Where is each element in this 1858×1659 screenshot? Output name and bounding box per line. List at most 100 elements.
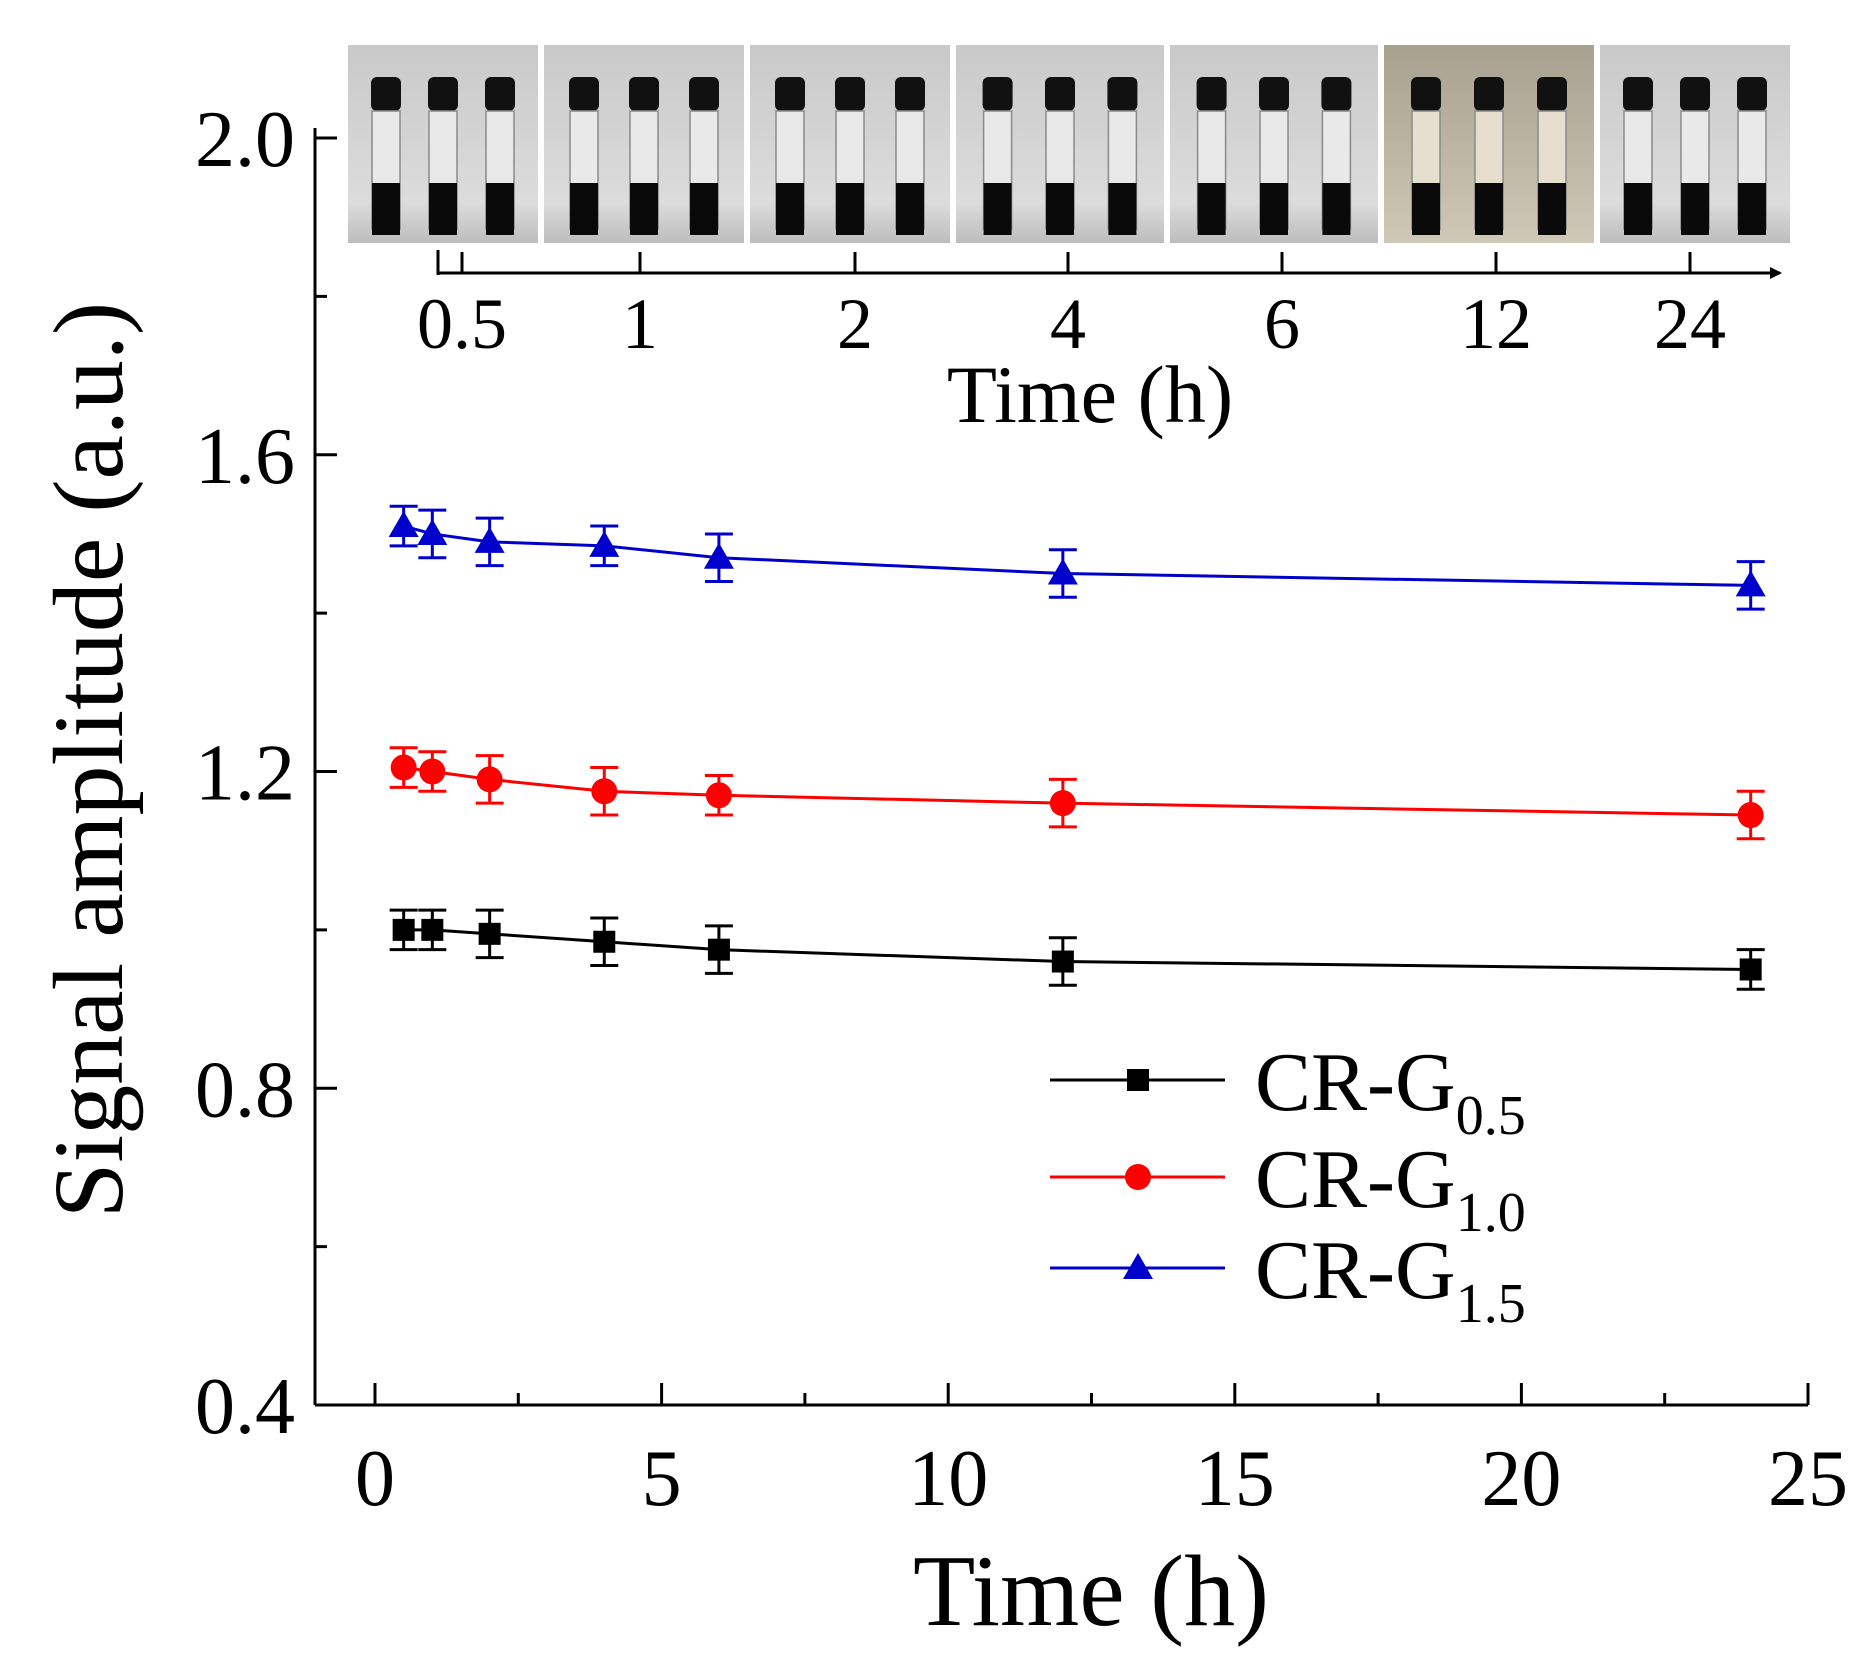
vial-cap	[1321, 77, 1352, 111]
data-point	[707, 938, 730, 961]
vial-liquid	[1260, 183, 1288, 235]
data-point	[1737, 802, 1764, 829]
data-point	[705, 782, 732, 809]
vial-photo	[348, 45, 538, 243]
data-point	[417, 518, 448, 545]
inset-tick-label: 1	[622, 284, 658, 364]
data-point	[392, 918, 415, 941]
legend-label-subscript: 0.5	[1456, 1085, 1526, 1147]
y-tick-label: 1.6	[195, 413, 295, 501]
data-point	[388, 511, 419, 538]
vial-photo	[750, 45, 950, 243]
legend-marker	[1127, 1069, 1149, 1091]
plot-series	[388, 504, 1766, 991]
vial-cap	[1259, 77, 1289, 111]
vial-liquid	[776, 183, 804, 235]
legend-label: CR-G0.5	[1255, 1036, 1526, 1147]
vial-cap	[1196, 77, 1227, 111]
vial-cap	[1045, 77, 1075, 111]
vial-liquid	[1681, 183, 1709, 235]
y-tick-label: 0.4	[195, 1363, 295, 1451]
y-tick-label: 0.8	[195, 1046, 295, 1134]
data-point	[474, 526, 505, 553]
vial-liquid	[1322, 183, 1351, 235]
x-tick-label: 20	[1481, 1435, 1561, 1523]
x-axis-label: Time (h)	[913, 1535, 1269, 1648]
inset-tick-label: 6	[1264, 284, 1300, 364]
vial-liquid	[896, 183, 924, 235]
data-point	[1735, 570, 1766, 597]
inset-tick-label: 4	[1050, 284, 1086, 364]
inset-tick-label: 0.5	[417, 284, 507, 364]
vial-liquid	[630, 183, 658, 235]
legend-item: CR-G1.5	[1050, 1224, 1526, 1335]
vial-liquid	[1624, 183, 1652, 235]
data-point	[1051, 950, 1074, 973]
data-point	[593, 930, 616, 953]
y-tick-label: 2.0	[195, 96, 295, 184]
vial-cap	[895, 77, 925, 111]
inset-tick-label: 24	[1654, 284, 1726, 364]
series-CR-G0.5	[389, 908, 1765, 991]
series-CR-G1.0	[389, 746, 1765, 841]
vial-liquid	[1046, 183, 1074, 235]
vial-cap	[1474, 77, 1504, 111]
vial-photo	[956, 45, 1164, 243]
vial-liquid	[1108, 183, 1137, 235]
data-point	[419, 758, 446, 785]
vial-liquid	[1197, 183, 1226, 235]
vial-liquid	[690, 183, 718, 235]
vial-cap	[1537, 77, 1567, 111]
data-point	[591, 778, 618, 805]
y-axis-label: Signal amplitude (a.u.)	[33, 302, 144, 1218]
x-tick-label: 0	[355, 1435, 395, 1523]
data-point	[589, 530, 620, 557]
vial-cap	[629, 77, 659, 111]
vial-photo	[1384, 45, 1594, 243]
x-tick-label: 25	[1768, 1435, 1848, 1523]
legend-item: CR-G0.5	[1050, 1036, 1526, 1147]
vial-photo	[1600, 45, 1790, 243]
vial-liquid	[1412, 183, 1440, 235]
vial-cap	[982, 77, 1013, 111]
legend-label-subscript: 1.5	[1456, 1273, 1526, 1335]
vial-cap	[1680, 77, 1710, 111]
data-point	[476, 766, 503, 793]
vial-liquid	[1538, 183, 1566, 235]
vial-photo	[1170, 45, 1378, 243]
vial-cap	[1737, 77, 1767, 111]
vial-cap	[371, 77, 401, 111]
vial-liquid	[983, 183, 1012, 235]
inset-axis-label: Time (h)	[947, 349, 1233, 440]
x-tick-label: 15	[1195, 1435, 1275, 1523]
legend: CR-G0.5CR-G1.0CR-G1.5	[1050, 1036, 1526, 1335]
vial-cap	[775, 77, 805, 111]
vial-liquid	[1738, 183, 1766, 235]
vial-cap	[1107, 77, 1138, 111]
data-point	[421, 918, 444, 941]
vial-cap	[689, 77, 719, 111]
vial-liquid	[570, 183, 598, 235]
vial-cap	[1623, 77, 1653, 111]
vial-photo	[544, 45, 744, 243]
legend-marker	[1123, 1253, 1153, 1279]
inset-tick-label: 2	[837, 284, 873, 364]
data-point	[478, 922, 501, 945]
data-point	[390, 754, 417, 781]
y-tick-label: 1.2	[195, 730, 295, 818]
data-point	[1047, 558, 1078, 585]
vial-liquid	[1475, 183, 1503, 235]
vial-liquid	[836, 183, 864, 235]
data-point	[1049, 790, 1076, 817]
inset-photo-strip	[348, 45, 1790, 243]
data-point	[703, 542, 734, 569]
x-tick-label: 10	[908, 1435, 988, 1523]
inset-time-axis: 0.5 1 2 4 6 12 24 Time (h)	[417, 250, 1782, 440]
vial-cap	[569, 77, 599, 111]
vial-liquid	[429, 183, 457, 235]
vial-liquid	[372, 183, 400, 235]
x-tick-label: 5	[642, 1435, 682, 1523]
vial-cap	[428, 77, 458, 111]
data-point	[1739, 958, 1762, 981]
